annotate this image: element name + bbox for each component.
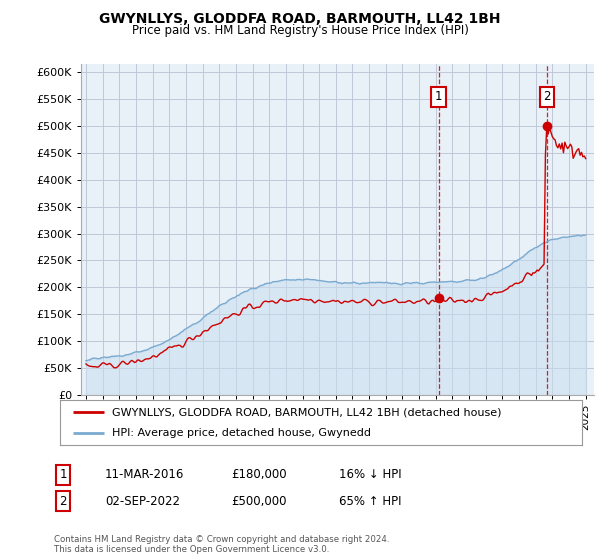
Text: 2: 2 <box>59 494 67 508</box>
Text: 11-MAR-2016: 11-MAR-2016 <box>105 468 184 482</box>
Text: 02-SEP-2022: 02-SEP-2022 <box>105 494 180 508</box>
Text: HPI: Average price, detached house, Gwynedd: HPI: Average price, detached house, Gwyn… <box>112 428 371 438</box>
Text: GWYNLLYS, GLODDFA ROAD, BARMOUTH, LL42 1BH: GWYNLLYS, GLODDFA ROAD, BARMOUTH, LL42 1… <box>99 12 501 26</box>
Text: £500,000: £500,000 <box>231 494 287 508</box>
Text: 16% ↓ HPI: 16% ↓ HPI <box>339 468 401 482</box>
Text: £180,000: £180,000 <box>231 468 287 482</box>
Text: Contains HM Land Registry data © Crown copyright and database right 2024.
This d: Contains HM Land Registry data © Crown c… <box>54 535 389 554</box>
Text: 2: 2 <box>543 90 551 103</box>
Text: 1: 1 <box>59 468 67 482</box>
Text: 1: 1 <box>435 90 442 103</box>
Text: GWYNLLYS, GLODDFA ROAD, BARMOUTH, LL42 1BH (detached house): GWYNLLYS, GLODDFA ROAD, BARMOUTH, LL42 1… <box>112 408 502 418</box>
Text: 65% ↑ HPI: 65% ↑ HPI <box>339 494 401 508</box>
Text: Price paid vs. HM Land Registry's House Price Index (HPI): Price paid vs. HM Land Registry's House … <box>131 24 469 37</box>
